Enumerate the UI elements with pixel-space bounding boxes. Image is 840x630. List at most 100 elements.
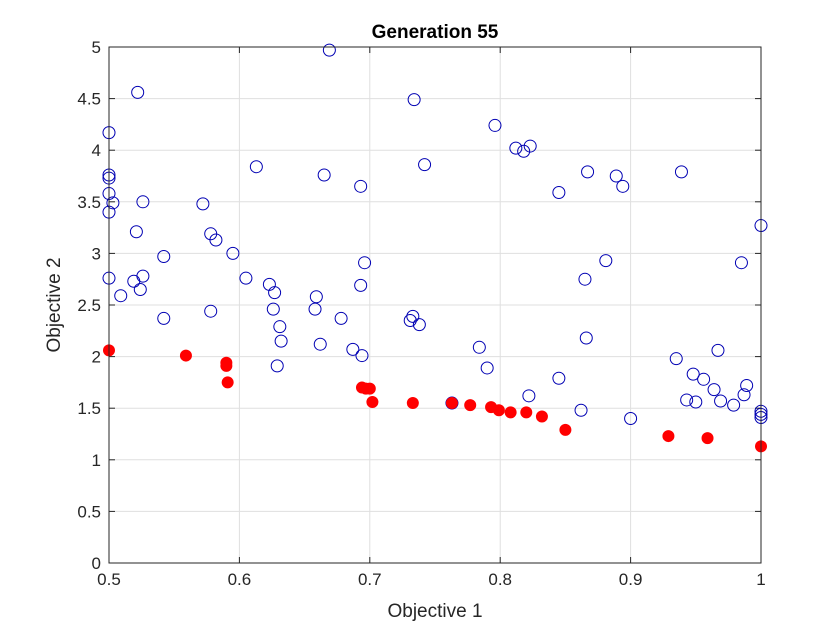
open-data-point (480, 361, 494, 375)
filled-data-point (221, 376, 234, 389)
open-data-point (196, 197, 210, 211)
open-data-point (273, 320, 287, 334)
x-tick-label: 0.6 (228, 570, 252, 589)
chart-title: Generation 55 (372, 22, 499, 43)
open-data-point (313, 337, 327, 351)
filled-data-point (559, 423, 572, 436)
open-data-point (209, 233, 223, 247)
open-data-point (509, 141, 523, 155)
open-data-point (266, 302, 280, 316)
open-data-point (270, 359, 284, 373)
open-data-point (358, 256, 372, 270)
filled-data-point (701, 432, 714, 445)
open-data-point (523, 139, 537, 153)
open-data-point (609, 169, 623, 183)
open-data-point (680, 393, 694, 407)
open-data-point (697, 372, 711, 386)
open-data-point (322, 43, 336, 57)
y-tick-label: 2 (92, 348, 101, 367)
filled-data-point (535, 410, 548, 423)
filled-data-point (363, 382, 376, 395)
open-data-point (309, 290, 323, 304)
open-data-point (669, 352, 683, 366)
open-data-point (522, 389, 536, 403)
x-tick-label: 0.7 (358, 570, 382, 589)
x-axis-ticks: 0.5 0.6 0.7 0.8 0.9 1 (97, 47, 766, 589)
y-axis-ticks: 0 0.5 1 1.5 2 2.5 3 3.5 4 4.5 5 (77, 38, 761, 573)
y-tick-label: 3 (92, 244, 101, 263)
open-data-point (354, 278, 368, 292)
y-tick-label: 0 (92, 554, 101, 573)
open-data-point (129, 225, 143, 239)
open-data-point (114, 289, 128, 303)
x-tick-label: 0.8 (488, 570, 512, 589)
filled-data-point (504, 406, 517, 419)
y-axis-label: Objective 2 (44, 257, 65, 352)
filled-data-point (366, 396, 379, 409)
open-data-point (616, 179, 630, 193)
open-data-point (317, 168, 331, 182)
open-data-point (308, 302, 322, 316)
open-data-point (131, 85, 145, 99)
open-data-point (127, 274, 141, 288)
open-data-point (581, 165, 595, 179)
filled-data-point (445, 397, 458, 410)
filled-data-point (406, 397, 419, 410)
open-data-point (624, 412, 638, 426)
filled-data-point (520, 406, 533, 419)
open-data-point (157, 311, 171, 325)
y-tick-label: 2.5 (77, 296, 101, 315)
y-tick-label: 1.5 (77, 399, 101, 418)
open-data-point (403, 313, 417, 327)
open-data-point (727, 398, 741, 412)
open-data-point (274, 334, 288, 348)
open-data-point (711, 343, 725, 357)
open-data-point (239, 271, 253, 285)
open-data-point (346, 342, 360, 356)
plot-frame (108, 46, 762, 564)
x-axis-label: Objective 1 (387, 601, 482, 622)
y-tick-label: 1 (92, 451, 101, 470)
open-data-point (740, 378, 754, 392)
open-data-point (354, 179, 368, 193)
open-data-point (249, 160, 263, 174)
filled-data-point (220, 359, 233, 372)
grid-lines (108, 46, 762, 564)
open-data-point (418, 158, 432, 172)
open-data-point (106, 196, 120, 210)
open-data-point (689, 395, 703, 409)
open-data-point (355, 349, 369, 363)
open-data-point (734, 256, 748, 270)
x-tick-label: 1 (756, 570, 765, 589)
open-data-point (674, 165, 688, 179)
y-tick-label: 3.5 (77, 193, 101, 212)
y-tick-label: 5 (92, 38, 101, 57)
open-data-point (578, 272, 592, 286)
open-data-point (579, 331, 593, 345)
filled-data-point (464, 399, 477, 412)
x-tick-label: 0.5 (97, 570, 121, 589)
filled-data-point (179, 349, 192, 362)
y-tick-label: 4.5 (77, 90, 101, 109)
open-data-point (517, 144, 531, 158)
open-data-point (226, 246, 240, 260)
open-data-point (406, 309, 420, 323)
open-data-point (552, 186, 566, 200)
open-data-point (488, 118, 502, 132)
open-data-point (157, 249, 171, 263)
filled-data-point (492, 404, 505, 417)
filled-data-point (662, 430, 675, 443)
open-data-point (686, 367, 700, 381)
open-data-point (707, 383, 721, 397)
open-data-point (714, 394, 728, 408)
y-tick-label: 4 (92, 141, 101, 160)
open-data-point (334, 311, 348, 325)
open-data-point (574, 403, 588, 417)
open-data-point (268, 286, 282, 300)
open-data-point (599, 254, 613, 268)
y-tick-label: 0.5 (77, 502, 101, 521)
open-data-point (737, 388, 751, 402)
open-data-point (133, 283, 147, 297)
open-data-point (552, 371, 566, 385)
